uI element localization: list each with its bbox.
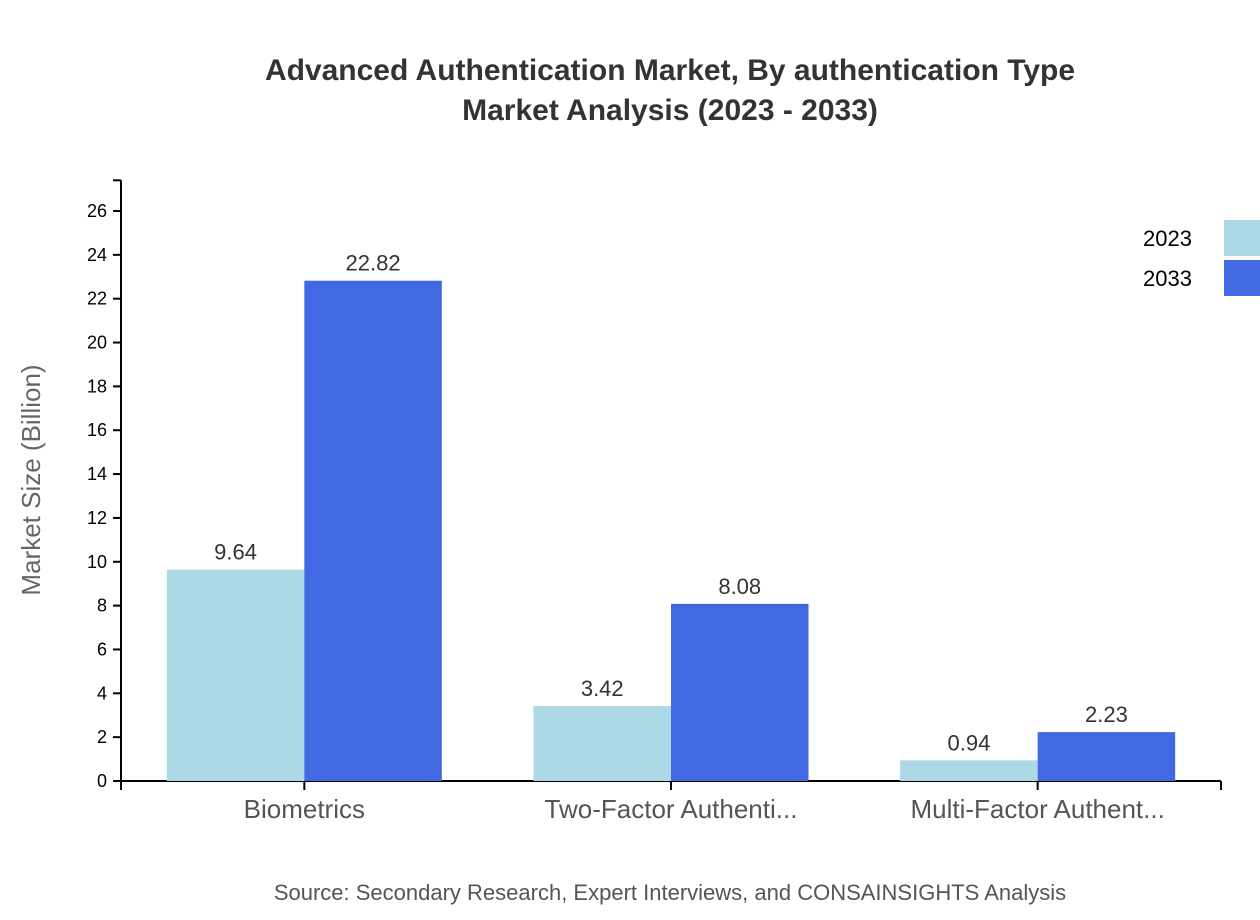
chart-title-line-2: Market Analysis (2023 - 2033) xyxy=(462,94,878,127)
y-tick-label: 24 xyxy=(87,245,107,265)
plot-area: 02468101214161820222426Biometrics9.6422.… xyxy=(87,179,1222,824)
bar-2033 xyxy=(1037,732,1176,781)
legend-label: 2033 xyxy=(1143,266,1192,291)
y-tick-label: 20 xyxy=(87,333,107,353)
data-label: 8.08 xyxy=(718,574,761,599)
y-tick-label: 4 xyxy=(97,683,107,703)
y-tick-label: 10 xyxy=(87,552,107,572)
y-tick-label: 12 xyxy=(87,508,107,528)
y-tick-label: 6 xyxy=(97,639,107,659)
x-tick-label: Multi-Factor Authent... xyxy=(911,794,1165,824)
y-axis-label: Market Size (Billion) xyxy=(16,364,46,595)
source-note: Source: Secondary Research, Expert Inter… xyxy=(274,880,1066,905)
y-tick-label: 26 xyxy=(87,201,107,221)
y-tick-label: 2 xyxy=(97,727,107,747)
y-tick-label: 14 xyxy=(87,464,107,484)
bar-2033 xyxy=(304,280,442,781)
y-tick-label: 22 xyxy=(87,289,107,309)
data-label: 2.23 xyxy=(1085,702,1128,727)
x-tick-label: Two-Factor Authenti... xyxy=(545,794,798,824)
y-tick-label: 8 xyxy=(97,596,107,616)
y-tick-label: 16 xyxy=(87,420,107,440)
legend: 2023 2033 xyxy=(1143,220,1260,296)
y-tick-label: 0 xyxy=(97,771,107,791)
bar-2023 xyxy=(166,569,305,781)
data-label: 22.82 xyxy=(346,251,401,276)
bar-2033 xyxy=(671,603,809,781)
legend-swatch-2023 xyxy=(1224,220,1260,256)
y-tick-label: 18 xyxy=(87,376,107,396)
bar-2023 xyxy=(900,760,1038,781)
chart-title-line-1: Advanced Authentication Market, By authe… xyxy=(265,54,1075,87)
data-label: 9.64 xyxy=(214,540,257,565)
legend-label: 2023 xyxy=(1143,226,1192,251)
bar-2023 xyxy=(533,706,671,781)
legend-swatch-2033 xyxy=(1224,260,1260,296)
data-label: 3.42 xyxy=(581,676,624,701)
data-label: 0.94 xyxy=(948,730,991,755)
x-tick-label: Biometrics xyxy=(244,794,365,824)
